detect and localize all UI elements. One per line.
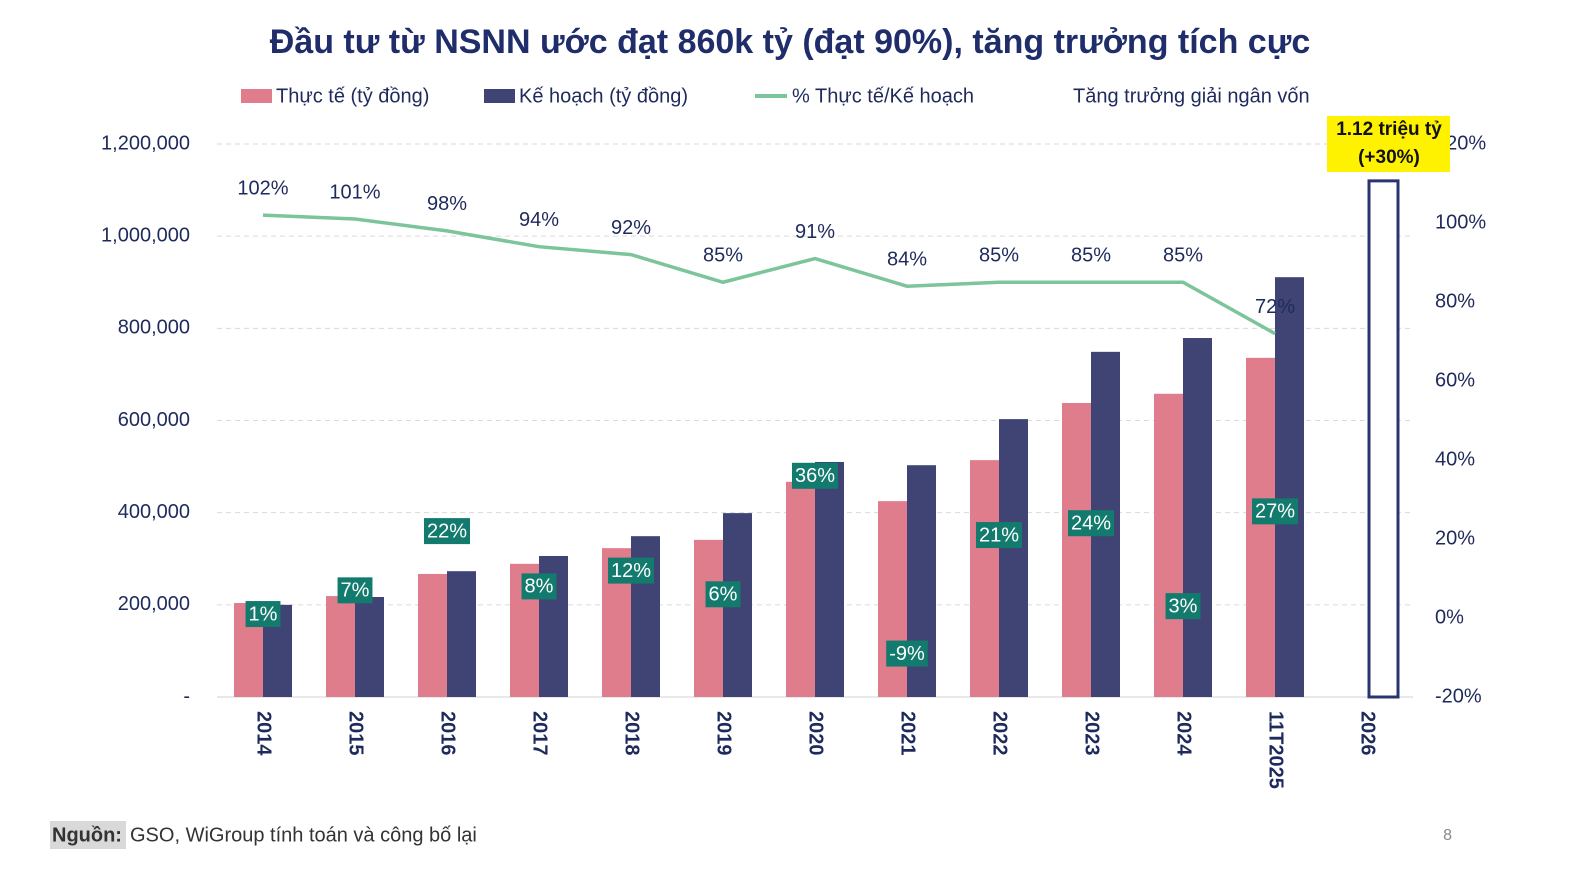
bar bbox=[1154, 393, 1183, 697]
source-label: Nguồn: bbox=[52, 824, 122, 846]
y2-tick-label: -20% bbox=[1435, 685, 1482, 707]
x-tick-label: 2015 bbox=[345, 711, 367, 756]
y2-tick-label: 0% bbox=[1435, 606, 1464, 628]
legend-label: Kế hoạch (tỷ đồng) bbox=[519, 85, 688, 107]
x-tick-label: 2022 bbox=[989, 711, 1011, 756]
y2-tick-label: 40% bbox=[1435, 448, 1475, 470]
source-bg bbox=[50, 821, 126, 849]
growth-label: 6% bbox=[709, 584, 738, 606]
growth-label: -9% bbox=[889, 643, 925, 665]
y-tick-label: 200,000 bbox=[118, 593, 190, 615]
bar bbox=[1275, 277, 1304, 697]
data-label: 94% bbox=[519, 209, 559, 231]
growth-label-bg bbox=[423, 518, 471, 545]
annotation-text: 1.12 triệu tỷ bbox=[1336, 119, 1442, 140]
bar bbox=[786, 481, 815, 697]
data-label: 98% bbox=[427, 193, 467, 215]
data-label: 85% bbox=[1071, 245, 1111, 267]
growth-label-bg bbox=[245, 601, 281, 628]
bar bbox=[326, 596, 355, 697]
bar bbox=[999, 419, 1028, 697]
x-tick-label: 2024 bbox=[1173, 711, 1195, 756]
growth-label-bg bbox=[521, 573, 557, 600]
data-label: 84% bbox=[887, 248, 927, 270]
data-label: 85% bbox=[979, 245, 1019, 267]
legend-label: Thực tế (tỷ đồng) bbox=[276, 85, 429, 107]
data-label: 72% bbox=[1255, 296, 1295, 318]
growth-label-bg bbox=[886, 640, 928, 667]
data-label: 102% bbox=[237, 177, 288, 199]
growth-label-bg bbox=[1165, 593, 1201, 620]
data-label: 91% bbox=[795, 221, 835, 243]
y-tick-label: 800,000 bbox=[118, 317, 190, 339]
bar bbox=[815, 461, 844, 697]
y2-tick-label: 20% bbox=[1435, 527, 1475, 549]
legend-swatch bbox=[241, 89, 272, 103]
x-tick-label: 2019 bbox=[713, 711, 735, 756]
x-tick-label: 2021 bbox=[897, 711, 919, 756]
growth-label-bg bbox=[1251, 498, 1299, 525]
growth-label: 27% bbox=[1255, 501, 1295, 523]
data-label: 85% bbox=[1163, 245, 1203, 267]
line bbox=[262, 213, 1276, 336]
annotation-subtext: (+30%) bbox=[1358, 147, 1420, 168]
growth-label: 8% bbox=[525, 576, 554, 598]
growth-label: 7% bbox=[341, 580, 370, 602]
bar bbox=[694, 539, 723, 697]
y-tick-label: 400,000 bbox=[118, 501, 190, 523]
x-tick-label: 2014 bbox=[253, 711, 275, 756]
annotation-bg bbox=[1327, 116, 1450, 172]
growth-label-bg bbox=[337, 577, 373, 604]
growth-label-bg bbox=[705, 581, 741, 608]
y2-tick-label: 60% bbox=[1435, 369, 1475, 391]
target-bar bbox=[1367, 179, 1400, 699]
x-tick-label: 2017 bbox=[529, 711, 551, 756]
bar bbox=[1062, 402, 1091, 697]
growth-label: 1% bbox=[249, 603, 278, 625]
bar bbox=[970, 460, 999, 697]
bar bbox=[447, 571, 476, 697]
data-label: 101% bbox=[329, 181, 380, 203]
page-number: 8 bbox=[1443, 827, 1452, 844]
legend-swatch bbox=[484, 89, 515, 103]
bar bbox=[355, 596, 384, 697]
y-tick-label: - bbox=[183, 685, 190, 707]
growth-label: 36% bbox=[795, 465, 835, 487]
source: GSO, WiGroup tính toán và công bố lại bbox=[130, 824, 477, 846]
x-tick-label: 2023 bbox=[1081, 711, 1103, 756]
y2-tick-label: 80% bbox=[1435, 290, 1475, 312]
growth-label: 21% bbox=[979, 524, 1019, 546]
growth-label-bg bbox=[607, 557, 655, 584]
x-tick-label: 11T2025 bbox=[1265, 711, 1287, 789]
x-tick-label: 2026 bbox=[1357, 711, 1379, 756]
bar bbox=[1246, 357, 1275, 697]
data-label: 92% bbox=[611, 217, 651, 239]
x-tick-label: 2016 bbox=[437, 711, 459, 756]
bar bbox=[878, 501, 907, 697]
growth-label-bg bbox=[791, 462, 839, 489]
growth-label: 3% bbox=[1169, 595, 1198, 617]
y2-tick-label: 100% bbox=[1435, 211, 1486, 233]
y-tick-label: 1,200,000 bbox=[101, 132, 190, 154]
bar bbox=[1183, 338, 1212, 697]
x-tick-label: 2018 bbox=[621, 711, 643, 756]
growth-label-bg bbox=[1067, 510, 1115, 537]
y-tick-label: 1,000,000 bbox=[101, 224, 190, 246]
growth-label-bg bbox=[975, 522, 1023, 549]
growth-label: 24% bbox=[1071, 512, 1111, 534]
chart-title: Đầu tư từ NSNN ước đạt 860k tỷ (đạt 90%)… bbox=[270, 23, 1311, 61]
bar bbox=[418, 573, 447, 697]
data-label: 85% bbox=[703, 245, 743, 267]
growth-label: 22% bbox=[427, 520, 467, 542]
x-tick-label: 2020 bbox=[805, 711, 827, 756]
growth-label: 12% bbox=[611, 560, 651, 582]
y-tick-label: 600,000 bbox=[118, 409, 190, 431]
legend-label: Tăng trưởng giải ngân vốn bbox=[1073, 85, 1310, 107]
legend-label: % Thực tế/Kế hoạch bbox=[792, 85, 974, 107]
